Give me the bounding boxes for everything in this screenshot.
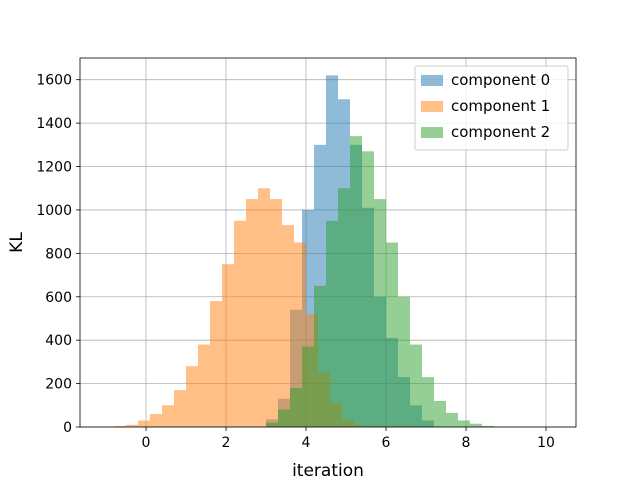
x-tick-label: 2 bbox=[222, 435, 231, 451]
histogram-bar bbox=[138, 420, 150, 427]
histogram-bar bbox=[374, 199, 386, 427]
histogram-bar bbox=[386, 242, 398, 427]
legend-swatch bbox=[421, 127, 443, 138]
axis-ticks: 0 2 4 6 8 10 0 200 400 600 800 1000 1200 1400 1600 bbox=[36, 73, 555, 451]
histogram-bar bbox=[234, 220, 246, 427]
bars bbox=[114, 75, 494, 427]
histogram-bar bbox=[222, 264, 234, 427]
histogram-bar bbox=[398, 296, 410, 427]
legend-label: component 2 bbox=[451, 123, 550, 141]
histogram-bar bbox=[270, 199, 282, 427]
histogram-bar bbox=[350, 136, 362, 427]
x-tick-label: 4 bbox=[302, 435, 311, 451]
histogram-bar bbox=[198, 344, 210, 427]
y-tick-label: 600 bbox=[45, 290, 72, 306]
histogram-bar bbox=[126, 424, 138, 427]
histogram-bar bbox=[186, 366, 198, 427]
y-tick-label: 1200 bbox=[36, 160, 72, 176]
x-tick-label: 0 bbox=[142, 435, 151, 451]
histogram-bar bbox=[470, 423, 482, 427]
y-tick-label: 1400 bbox=[36, 116, 72, 132]
legend-label: component 0 bbox=[451, 71, 550, 89]
legend-label: component 1 bbox=[451, 97, 550, 115]
series-2 bbox=[266, 136, 494, 427]
histogram-bar bbox=[410, 344, 422, 427]
y-axis-label: KL bbox=[7, 232, 27, 253]
histogram-bar bbox=[210, 301, 222, 427]
histogram-bar bbox=[482, 425, 494, 427]
x-tick-label: 6 bbox=[382, 435, 391, 451]
histogram-bar bbox=[246, 199, 258, 427]
x-axis-label: iteration bbox=[292, 461, 364, 480]
histogram-bar bbox=[150, 413, 162, 427]
histogram-bar bbox=[458, 420, 470, 427]
histogram-bar bbox=[258, 188, 270, 427]
y-tick-label: 1600 bbox=[36, 73, 72, 89]
histogram-bar bbox=[282, 225, 294, 427]
y-tick-label: 800 bbox=[45, 246, 72, 262]
y-tick-label: 400 bbox=[45, 333, 72, 349]
histogram-bar bbox=[446, 412, 458, 427]
histogram-bar bbox=[302, 346, 314, 427]
histogram-bar bbox=[174, 390, 186, 427]
legend-swatch bbox=[421, 75, 443, 86]
histogram-bar bbox=[162, 405, 174, 427]
plot-frame bbox=[79, 57, 577, 428]
histogram-bar bbox=[434, 400, 446, 427]
histogram-bar bbox=[314, 285, 326, 427]
y-tick-label: 200 bbox=[45, 377, 72, 393]
y-tick-label: 0 bbox=[63, 420, 72, 436]
x-tick-label: 10 bbox=[537, 435, 555, 451]
legend-box bbox=[414, 65, 569, 151]
histogram-bar bbox=[362, 151, 374, 427]
histogram-bar bbox=[338, 188, 350, 427]
histogram-bar bbox=[114, 425, 126, 427]
histogram-bar bbox=[422, 377, 434, 427]
histogram-bar bbox=[278, 409, 290, 427]
histogram-bar bbox=[326, 220, 338, 427]
histogram-bar bbox=[290, 387, 302, 427]
x-tick-label: 8 bbox=[462, 435, 471, 451]
legend: component 0 component 1 component 2 bbox=[414, 65, 569, 151]
y-tick-label: 1000 bbox=[36, 203, 72, 219]
histogram-bar bbox=[266, 422, 278, 427]
legend-swatch bbox=[421, 101, 443, 112]
